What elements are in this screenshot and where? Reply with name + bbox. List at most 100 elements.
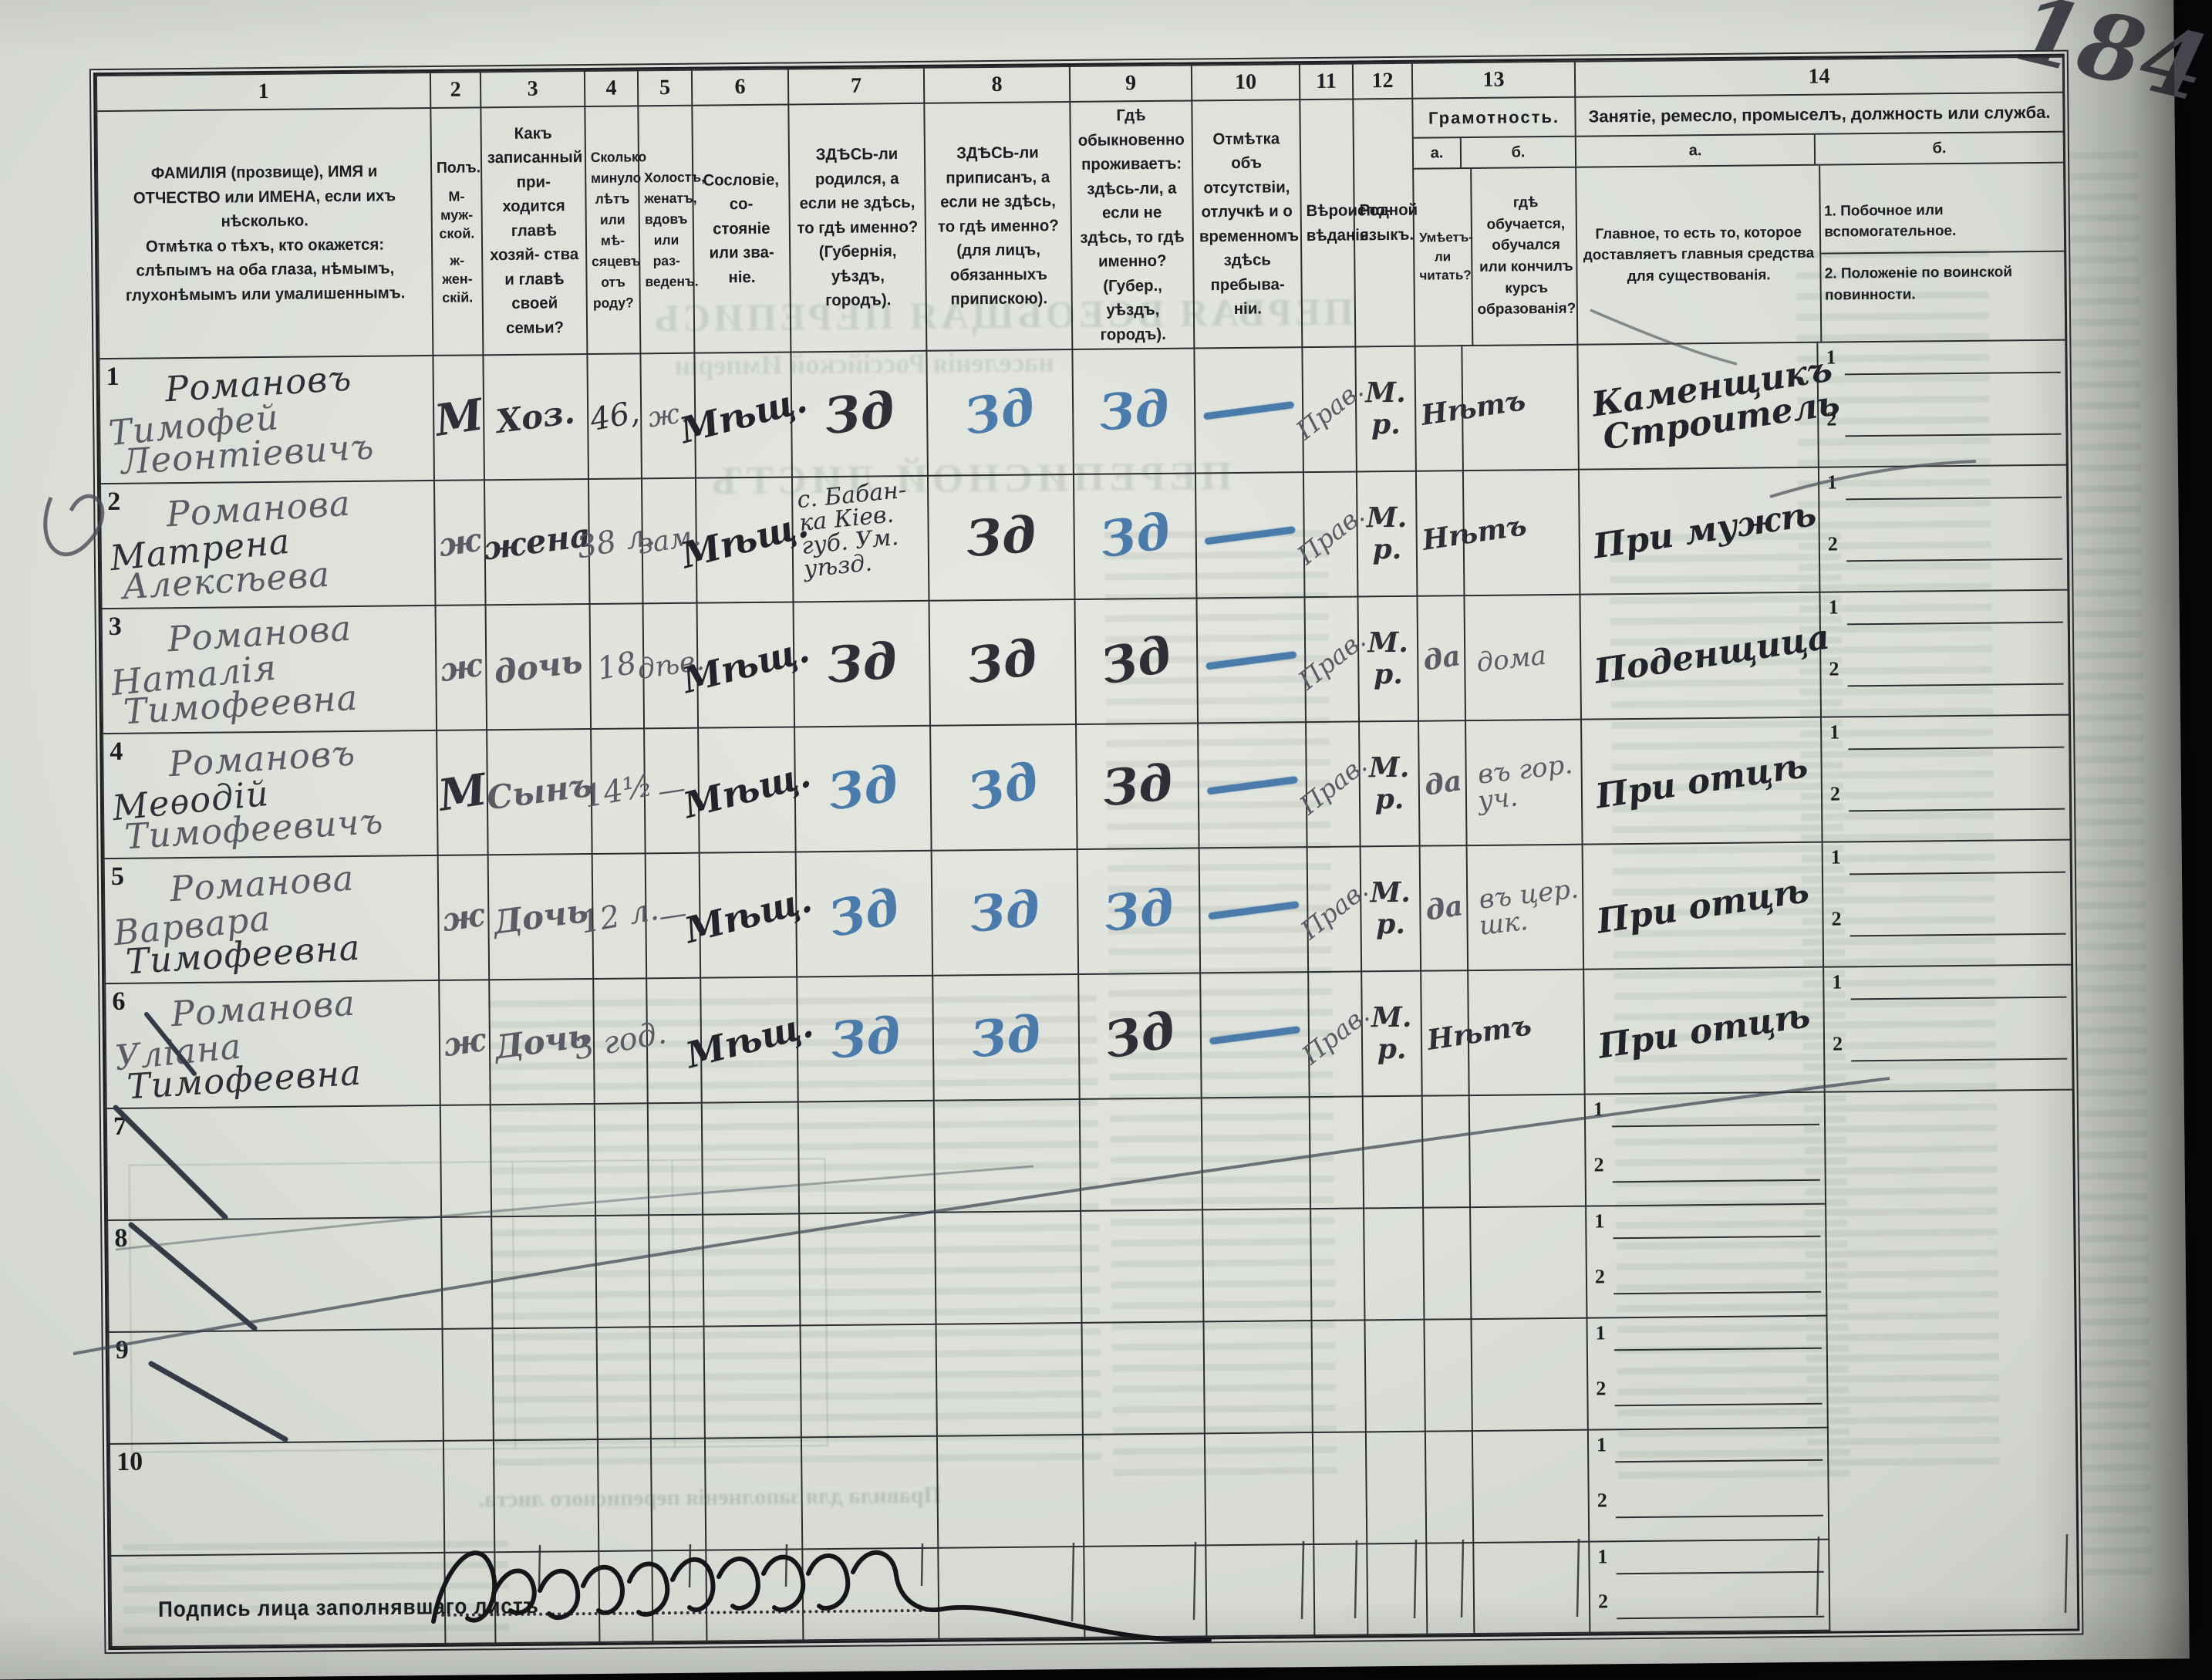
cell-empty [493, 1439, 599, 1553]
cell-empty [1082, 1433, 1206, 1547]
cell-empty [1310, 1208, 1365, 1321]
cell-empty: 1 2 [1586, 1203, 1827, 1318]
cell-empty [703, 1213, 801, 1327]
cell-empty: 1 2 [1587, 1427, 1829, 1542]
subrow-label: 2 [1593, 1152, 1604, 1176]
cell-absence-note [1199, 847, 1309, 973]
row-number: 10 [116, 1447, 143, 1476]
occupation-entry: При отцѣ [1594, 870, 1812, 942]
cell-sex: М [435, 730, 490, 855]
side-occupation-subcells: 1 2 [1589, 1429, 1828, 1541]
handwritten-entry: да [1421, 764, 1465, 802]
side-occupation-subcells: 1 2 [1822, 716, 2070, 842]
handwritten-entry: Мѣщ. [677, 628, 814, 702]
cell-estate: Мѣщ. [680, 852, 816, 978]
side-occupation-subcells: 1 2 [1823, 841, 2072, 967]
cell-name: 1 Романовъ Тимофей Леонтіевичъ [99, 355, 434, 484]
column-number-1: 1 [96, 72, 431, 112]
table-row: 5 Романова Варвара Тимофеевна ж Дочь 12 л.… [103, 839, 2072, 984]
subrow-label: 2 [1596, 1376, 1607, 1400]
handwritten-entry: да [1421, 639, 1463, 677]
resides-entry: Зд [1074, 474, 1196, 598]
column-header-7: ЗДѢСЬ-ли родился, а если не здѣсь, то гд… [788, 103, 927, 353]
cell-literacy: Нѣтъ [1415, 471, 1529, 596]
subrow-label: 1 [1829, 720, 1840, 744]
handwritten-entry: Мѣщ. [681, 1003, 818, 1077]
handwritten-entry: Зд [1095, 625, 1177, 697]
cell-empty [1421, 1095, 1471, 1208]
born-entry: Зд [794, 602, 930, 727]
column-header-1: ФАМИЛІЯ (прозвище), ИМЯ и ОТЧЕСТВО или И… [96, 107, 433, 359]
cell-registered-here: Зд [929, 599, 1077, 726]
cell-occupation: При отцѣ [1583, 967, 1825, 1095]
cell-name: 7 [106, 1105, 442, 1221]
cell-registered-here: Зд [927, 474, 1075, 601]
column-header-12: Родной языкъ. [1353, 98, 1418, 347]
cell-absence-note [1194, 347, 1303, 474]
occupation-entry: При отцѣ [1593, 745, 1811, 817]
handwritten-entry: Зд [1100, 1000, 1180, 1071]
subrow-label: 2 [1594, 1264, 1606, 1288]
cell-registered-here: Зд [926, 349, 1074, 476]
cell-occupation: При отцѣ [1582, 842, 1824, 970]
cell-absence-note [1200, 972, 1310, 1098]
cell-empty [938, 1546, 1085, 1639]
subrow-label: 2 [1829, 782, 1841, 805]
cell-empty [1312, 1432, 1367, 1545]
cell-empty [1426, 1543, 1475, 1634]
occupation-entry: Поденщица [1591, 617, 1833, 692]
handwritten-entry: Зд [960, 377, 1040, 447]
handwritten-entry: Зд [823, 877, 905, 950]
cell-religion: Прав. [1290, 346, 1369, 473]
cell-empty [799, 1212, 936, 1326]
subrow-label: 2 [1827, 532, 1838, 555]
column-header-3: Какъ записанный при- ходится главѣ хозяй… [481, 106, 588, 356]
cell-estate: Мѣщ. [679, 727, 814, 853]
cell-empty [703, 1325, 801, 1439]
cell-empty [936, 1322, 1083, 1436]
cell-empty [801, 1435, 939, 1550]
cell-empty [1081, 1321, 1205, 1435]
subrow-label: 2 [1826, 407, 1837, 430]
column-header-row: ФАМИЛІЯ (прозвище), ИМЯ и ОТЧЕСТВО или И… [96, 92, 2066, 359]
cell-empty [1084, 1545, 1207, 1638]
cell-sex: ж [433, 480, 486, 606]
cell-empty [936, 1434, 1084, 1548]
cell-relation: Дочь [487, 853, 594, 980]
cell-sex: М [431, 355, 486, 481]
cell-empty [1313, 1543, 1368, 1636]
cell-empty [935, 1210, 1082, 1324]
cell-empty [1079, 1098, 1203, 1211]
cell-religion: Прав. [1293, 721, 1372, 848]
column-header-8: ЗДѢСЬ-ли приписанъ, а если не здѣсь, то … [924, 102, 1073, 351]
cell-age: 46, [587, 353, 642, 480]
cell-name: 3 Романова Наталія Тимофеевна [101, 605, 437, 734]
cell-name: 6 Романова Уліана Тимофеевна [105, 980, 440, 1109]
language-entry: М. р. [1371, 1000, 1412, 1066]
column-header-11: Вѣроиспо- вѣданіе. [1300, 99, 1391, 348]
cell-language: М. р. [1356, 471, 1418, 597]
resides-entry: Зд [1077, 724, 1199, 848]
cell-resides-here: Зд [1073, 473, 1197, 599]
handwritten-entry: Дочь [491, 891, 591, 942]
cell-empty [492, 1327, 598, 1441]
cell-empty [1367, 1543, 1428, 1635]
cell-occupation: Каменщикъ Строитель [1577, 342, 1843, 470]
language-entry: М. р. [1370, 875, 1411, 941]
cell-resides-here: Зд [1077, 848, 1201, 974]
cell-religion: Прав. [1296, 971, 1374, 1098]
registered-entry: Зд [931, 725, 1077, 850]
registered-entry: Зд [929, 475, 1074, 600]
cell-empty [1202, 1209, 1312, 1322]
cell-born-here: Зд [797, 975, 934, 1102]
column-header-6: Сословіе, со- стояніе или зва- ніе. [692, 104, 791, 353]
cell-sex: ж [439, 980, 491, 1105]
cell-empty [933, 1098, 1081, 1213]
cell-empty [443, 1440, 495, 1553]
handwritten-entry: да [1423, 889, 1465, 927]
cell-empty: 1 2 [1587, 1315, 1828, 1430]
cell-registered-here: Зд [931, 848, 1079, 976]
cell-empty [649, 1214, 704, 1327]
cell-absence-note [1196, 597, 1307, 724]
handwritten-entry: Зд [1096, 379, 1172, 443]
